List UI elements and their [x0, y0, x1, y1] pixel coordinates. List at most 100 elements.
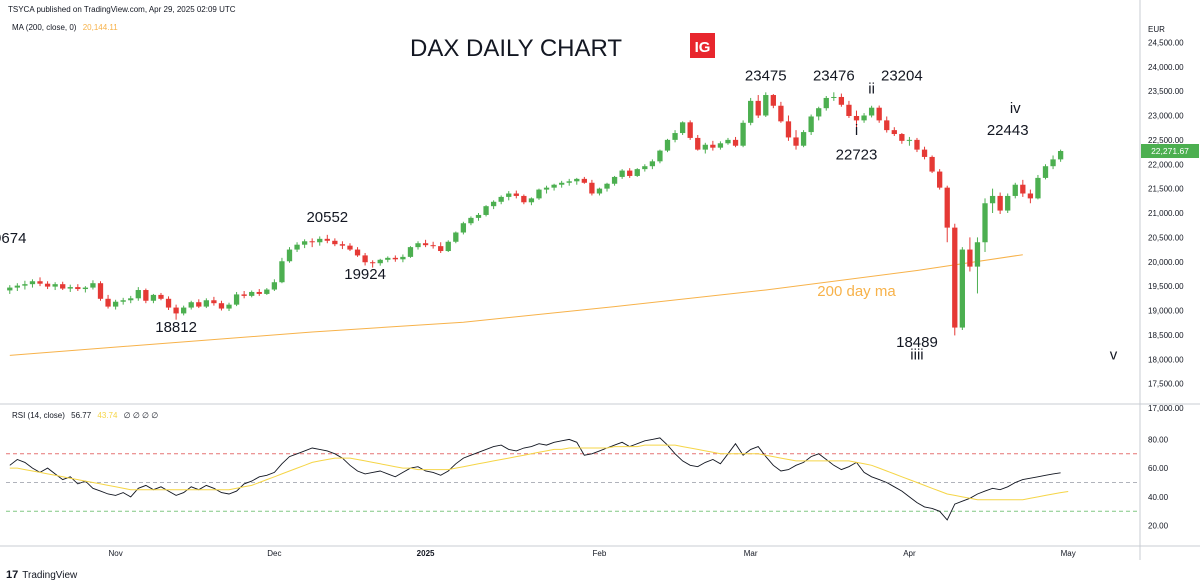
candle-body: [634, 169, 640, 176]
candle-body: [37, 281, 43, 284]
price-axis: EUR 17,000.00 17,500.00 18,000.00 18,500.00 1…: [1141, 25, 1199, 413]
candle-body: [490, 201, 497, 207]
candle-body: [120, 300, 126, 302]
candle-body: [67, 287, 73, 289]
candle-body: [770, 95, 776, 106]
candle-body: [929, 156, 935, 172]
candle-body: [989, 195, 996, 204]
candle-body: [271, 282, 278, 290]
candle-body: [695, 137, 701, 150]
candle-body: [460, 223, 467, 233]
price-tick-label: 17,500.00: [1148, 380, 1184, 389]
candle-body: [596, 188, 603, 194]
candle-body: [793, 137, 799, 146]
rsi-ma-legend-value: 43.74: [97, 411, 118, 420]
rsi-legend: RSI (14, close) 56.77 43.74 ∅ ∅ ∅ ∅: [12, 411, 158, 420]
candle-body: [551, 184, 557, 188]
candle-body: [165, 298, 172, 308]
candle-body: [785, 121, 792, 138]
candle-body: [672, 133, 678, 140]
candle-body: [241, 294, 247, 296]
candle-body: [838, 96, 845, 105]
candle-body: [506, 193, 512, 197]
candle-body: [256, 291, 262, 294]
candle-body: [29, 281, 36, 285]
candle-body: [1057, 151, 1064, 160]
candle-body: [498, 196, 504, 202]
rsi-tick-label: 80.00: [1148, 435, 1169, 444]
time-tick-label: Mar: [744, 549, 758, 558]
time-axis: Nov Dec 2025 Feb Mar Apr May: [109, 549, 1076, 558]
candle-body: [181, 307, 187, 314]
chart-title-group: DAX DAILY CHART IG: [410, 33, 715, 62]
wave-annotation: 23476: [813, 67, 855, 84]
candle-body: [816, 108, 822, 117]
candle-body: [430, 245, 436, 247]
ma200-annotation: 200 day ma: [817, 283, 896, 300]
candle-body: [611, 176, 618, 184]
candle-body: [536, 189, 542, 199]
candle-body: [60, 284, 66, 289]
candle-body: [294, 244, 300, 250]
candle-body: [997, 195, 1003, 211]
candle-body: [173, 307, 179, 314]
published-header: TSYCA published on TradingView.com, Apr …: [8, 5, 236, 14]
candle-body: [150, 294, 157, 301]
candle-body: [543, 187, 550, 190]
candles: [7, 92, 1064, 336]
wave-annotation: 22723: [836, 146, 878, 163]
candle-body: [823, 97, 829, 109]
candle-body: [422, 243, 429, 246]
candle-body: [899, 134, 905, 141]
candle-body: [581, 178, 587, 183]
rsi-tick-label: 40.00: [1148, 493, 1169, 502]
candle-body: [959, 249, 965, 328]
candle-body: [7, 287, 13, 291]
candle-body: [332, 240, 338, 245]
candle-body: [861, 115, 867, 121]
candle-body: [657, 150, 663, 162]
candle-body: [377, 259, 383, 264]
candle-body: [188, 302, 194, 308]
candle-body: [203, 300, 209, 307]
ma-legend: MA (200, close, 0) 20,144.11: [12, 23, 118, 32]
candle-body: [196, 302, 202, 307]
candle-body: [264, 289, 270, 294]
tradingview-logo-icon: 17: [6, 569, 19, 581]
time-tick-label: Feb: [593, 549, 607, 558]
price-tick-label: 19,000.00: [1148, 307, 1184, 316]
candle-body: [717, 143, 724, 148]
wave-annotation: iiii: [910, 346, 923, 363]
candle-body: [445, 241, 451, 252]
candle-body: [513, 193, 519, 196]
wave-annotation: 23204: [881, 67, 923, 84]
candle-body: [740, 122, 746, 146]
candle-body: [921, 149, 928, 157]
candle-body: [324, 238, 330, 241]
candle-body: [415, 243, 421, 248]
candle-body: [884, 120, 890, 131]
price-tick-label: 24,000.00: [1148, 63, 1184, 72]
candle-body: [831, 96, 837, 98]
ig-logo-box: [690, 33, 715, 58]
candle-body: [725, 139, 731, 144]
candle-body: [468, 217, 474, 224]
candle-body: [710, 144, 716, 148]
candle-body: [286, 249, 293, 262]
candle-body: [1020, 184, 1026, 194]
candle-body: [763, 95, 769, 116]
candle-body: [52, 284, 58, 287]
wave-annotation: 9674: [0, 230, 26, 247]
price-tick-label: 21,500.00: [1148, 185, 1184, 194]
candle-body: [309, 241, 315, 243]
candle-body: [868, 107, 875, 116]
candle-body: [385, 257, 391, 260]
candle-body: [135, 290, 141, 299]
rsi-legend-label: RSI (14, close): [12, 411, 65, 420]
candle-body: [528, 198, 535, 203]
wave-annotations: 9674 18812 20552 19924 23475 23476 ii 23204 i 227…: [0, 67, 1118, 363]
candle-body: [44, 283, 51, 287]
chart-title: DAX DAILY CHART: [410, 35, 622, 62]
price-tick-label: 22,000.00: [1148, 160, 1184, 169]
